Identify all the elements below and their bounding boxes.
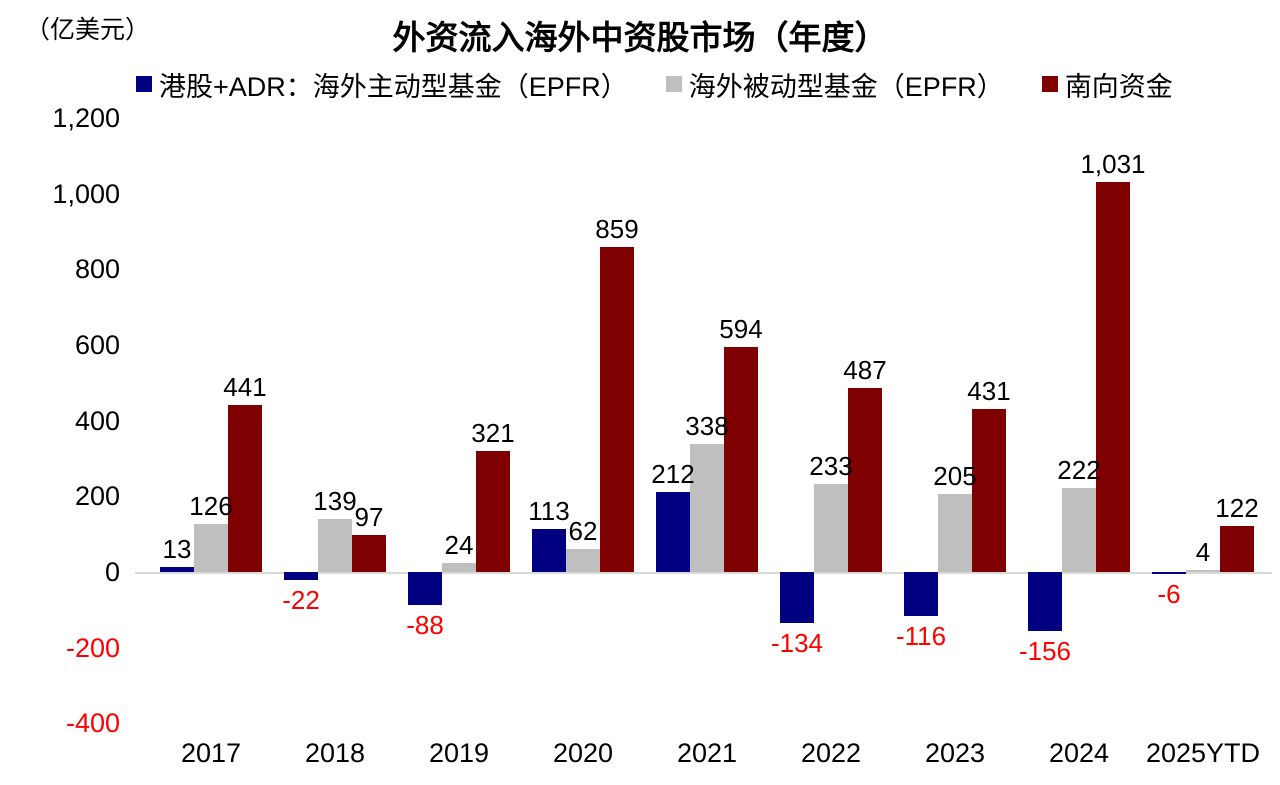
bar-value-label: 113 (528, 496, 570, 527)
bar-value-label: 441 (223, 372, 267, 403)
bar-value-label: 122 (1215, 492, 1259, 523)
bar-2019-series-3 (476, 450, 510, 572)
bar-2022-series-2 (814, 483, 848, 572)
x-axis-tick-label: 2021 (676, 738, 738, 768)
y-axis-tick-label: 1,000 (52, 178, 120, 209)
x-axis-tick-label: 2022 (800, 738, 862, 768)
bar-2018-series-3 (352, 535, 386, 572)
bar-2018-series-1 (284, 572, 318, 581)
y-axis-tick-label: -200 (65, 632, 120, 663)
bar-value-label: 62 (568, 515, 598, 546)
bar-2022-series-1 (780, 572, 814, 623)
bar-value-label: 431 (967, 375, 1011, 406)
bar-2020-series-3 (600, 247, 634, 572)
x-axis-tick-label: 2023 (924, 738, 986, 768)
bar-value-label: -134 (770, 627, 824, 658)
bar-2018-series-2 (318, 519, 352, 572)
bar-2017-series-3 (228, 405, 262, 572)
y-axis-tick-label: 400 (74, 405, 120, 436)
y-axis-tick-label: 200 (74, 481, 120, 512)
bar-2023-series-3 (972, 408, 1006, 572)
bar-value-label: 212 (651, 458, 695, 489)
bar-value-label: 594 (719, 314, 763, 345)
y-axis-unit-label: （亿美元） (25, 16, 151, 44)
bar-2021-series-3 (724, 347, 758, 572)
legend-label: 海外被动型基金（EPFR） (688, 71, 1004, 102)
bar-2017-series-2 (194, 524, 228, 572)
chart-title: 外资流入海外中资股市场（年度） (392, 19, 888, 56)
x-axis-tick-label: 2025YTD (1145, 738, 1261, 768)
bar-value-label: 487 (843, 354, 887, 385)
x-axis-tick-label: 2017 (180, 738, 242, 768)
bar-2025YTD-series-1 (1152, 572, 1186, 575)
y-axis-tick-label: 800 (74, 254, 120, 285)
y-axis-tick-label: 600 (74, 330, 120, 360)
legend-item-series-1: 港股+ADR：海外主动型基金（EPFR） (136, 65, 628, 104)
legend-swatch-icon (665, 76, 682, 92)
bar-2022-series-3 (848, 387, 882, 572)
legend-label: 南向资金 (1064, 71, 1173, 102)
bar-2024-series-1 (1028, 572, 1062, 632)
bar-value-label: 126 (189, 491, 233, 522)
bar-2025YTD-series-3 (1220, 525, 1254, 572)
y-axis-tick-label: -400 (65, 708, 120, 739)
bar-value-label: 97 (354, 502, 384, 533)
bar-2023-series-1 (904, 572, 938, 616)
bar-value-label: 859 (595, 214, 639, 244)
zero-axis-line (135, 572, 1272, 574)
legend-item-series-3: 南向资金 (1041, 65, 1173, 104)
bar-2019-series-1 (408, 572, 442, 606)
x-axis-tick-label: 2020 (552, 738, 614, 768)
bar-value-label: 321 (471, 417, 515, 448)
legend-item-series-2: 海外被动型基金（EPFR） (665, 65, 1004, 104)
bar-value-label: -88 (406, 610, 444, 641)
x-axis-tick-label: 2018 (304, 738, 366, 768)
bar-2021-series-2 (690, 444, 724, 572)
chart-legend: 港股+ADR：海外主动型基金（EPFR） 海外被动型基金（EPFR） 南向资金 (136, 66, 1272, 102)
bar-value-label: -156 (1018, 636, 1072, 667)
bar-value-label: 205 (933, 461, 977, 492)
y-axis-tick-label: 1,200 (52, 103, 120, 133)
x-axis-tick-label: 2019 (428, 738, 490, 768)
bar-value-label: -22 (282, 585, 320, 616)
x-axis-tick-label: 2024 (1048, 738, 1110, 768)
bar-value-label: 139 (313, 486, 357, 517)
bar-value-label: 1,031 (1080, 148, 1146, 179)
legend-swatch-icon (1041, 76, 1058, 92)
bar-2021-series-1 (656, 491, 690, 572)
bar-value-label: 338 (685, 411, 729, 442)
bar-value-label: -6 (1157, 579, 1181, 610)
bar-value-label: -116 (895, 620, 947, 651)
bar-2017-series-1 (160, 567, 194, 572)
bar-2020-series-2 (566, 548, 600, 572)
bar-value-label: 233 (809, 450, 853, 481)
legend-swatch-icon (136, 76, 152, 92)
y-axis-tick-label: 0 (104, 557, 120, 587)
bar-2019-series-2 (442, 562, 476, 572)
bar-value-label: 24 (444, 529, 474, 560)
bar-2024-series-3 (1096, 181, 1130, 572)
bar-2025YTD-series-2 (1186, 570, 1220, 572)
bar-2024-series-2 (1062, 488, 1096, 572)
bar-2023-series-2 (938, 494, 972, 572)
legend-label: 港股+ADR：海外主动型基金（EPFR） (159, 71, 628, 102)
bar-value-label: 222 (1057, 455, 1101, 485)
bar-value-label: 4 (1195, 537, 1211, 568)
bar-2020-series-1 (532, 529, 566, 572)
bar-value-label: 13 (162, 534, 192, 565)
